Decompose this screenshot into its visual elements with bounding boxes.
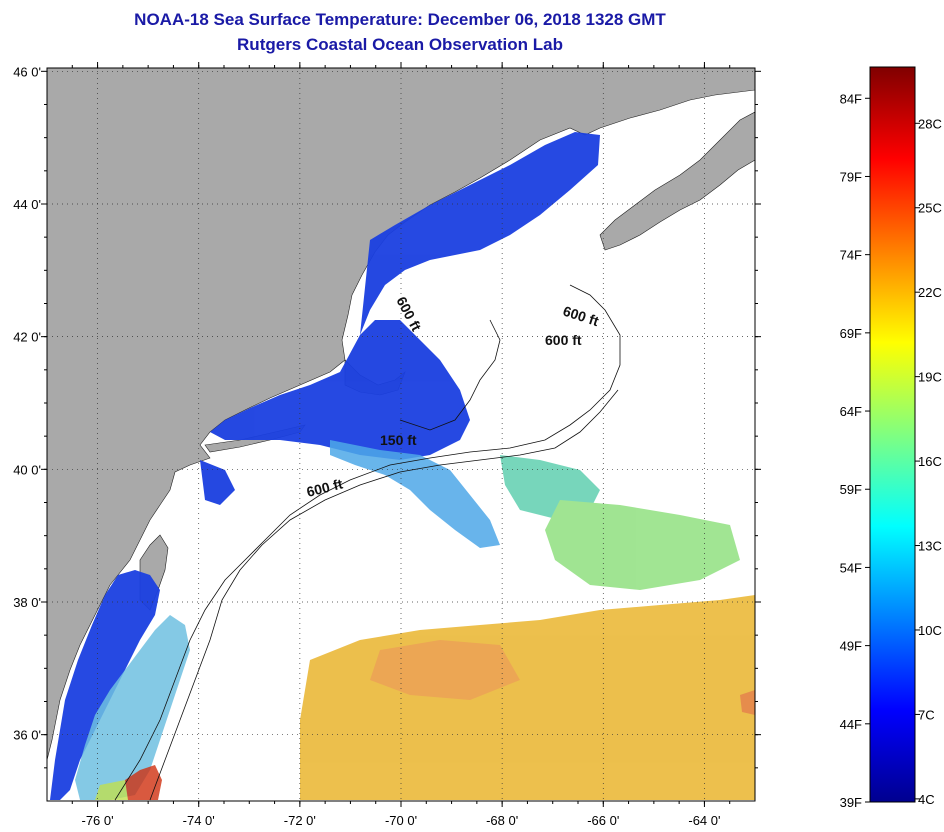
cb-f-label: 44F (840, 717, 862, 732)
lat-label: 42 0' (13, 330, 41, 345)
graticule (47, 68, 755, 801)
lat-label: 46 0' (13, 64, 41, 79)
sst-cold-region (50, 132, 600, 800)
map-title: NOAA-18 Sea Surface Temperature: Decembe… (134, 10, 666, 29)
cb-f-label: 54F (840, 560, 862, 575)
lon-label: -70 0' (385, 813, 417, 828)
cb-f-label: 49F (840, 639, 862, 654)
axis-ticks (41, 62, 761, 807)
colorbar-celsius-labels: 28C 25C 22C 19C 16C 13C 10C 7C 4C (915, 116, 942, 807)
cb-c-label: 28C (918, 116, 942, 131)
longitude-labels: -76 0' -74 0' -72 0' -70 0' -68 0' -66 0' -64 … (82, 813, 721, 828)
cb-f-label: 74F (840, 248, 862, 263)
cb-c-label: 7C (918, 707, 935, 722)
cb-f-label: 84F (840, 91, 862, 106)
cb-c-label: 4C (918, 792, 935, 807)
cb-f-label: 69F (840, 326, 862, 341)
lat-label: 38 0' (13, 595, 41, 610)
cb-c-label: 13C (918, 539, 942, 554)
lon-label: -76 0' (82, 813, 114, 828)
sst-warm-region (95, 595, 755, 800)
lon-label: -74 0' (183, 813, 215, 828)
sst-cool-region (75, 440, 740, 800)
lat-label: 44 0' (13, 197, 41, 212)
isobaths (114, 284, 621, 801)
lon-label: -64 0' (688, 813, 720, 828)
cb-f-label: 64F (840, 404, 862, 419)
lon-label: -72 0' (284, 813, 316, 828)
cb-c-label: 10C (918, 623, 942, 638)
isobath-label-4: 150 ft (380, 432, 417, 448)
cb-c-label: 25C (918, 201, 942, 216)
cb-f-label: 59F (840, 482, 862, 497)
cb-c-label: 19C (918, 370, 942, 385)
cb-c-label: 22C (918, 285, 942, 300)
isobath-label-3: 600 ft (545, 332, 582, 348)
land-nova-scotia (599, 111, 755, 251)
lon-label: -66 0' (587, 813, 619, 828)
latitude-labels: 46 0' 44 0' 42 0' 40 0' 38 0' 36 0' (13, 64, 41, 742)
cb-f-label: 39F (840, 795, 862, 810)
colorbar (869, 66, 916, 803)
colorbar-fahrenheit-labels: 84F 79F 74F 69F 64F 59F 54F 49F 44F 39F (840, 91, 870, 810)
lat-label: 36 0' (13, 728, 41, 743)
cb-c-label: 16C (918, 454, 942, 469)
map-subtitle: Rutgers Coastal Ocean Observation Lab (237, 35, 563, 54)
lat-label: 40 0' (13, 462, 41, 477)
lon-label: -68 0' (486, 813, 518, 828)
cb-f-label: 79F (840, 169, 862, 184)
